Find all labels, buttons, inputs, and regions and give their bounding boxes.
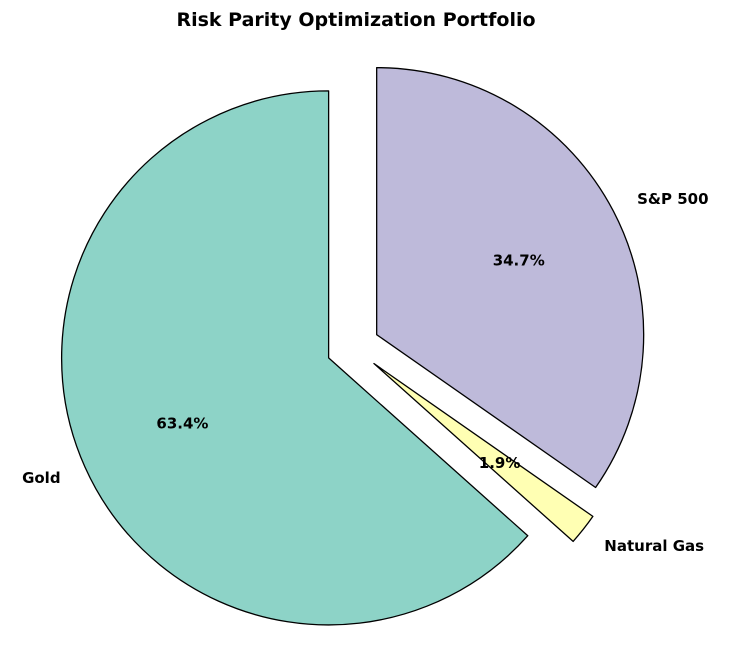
pie-slices-group [60, 67, 645, 626]
slice-label-natural-gas: Natural Gas [604, 537, 704, 555]
pie-slice-natural-gas [373, 362, 594, 543]
pct-label-natural-gas: 1.9% [479, 454, 521, 472]
chart-title: Risk Parity Optimization Portfolio [176, 9, 535, 31]
pie-slice-s-p-500 [376, 67, 645, 489]
pie-slice-gold [60, 90, 529, 626]
pct-label-s-p-500: 34.7% [493, 252, 545, 270]
pie-labels-group: 34.7% S&P 500 1.9% Natural Gas 63.4% Gold [22, 190, 708, 555]
pct-label-gold: 63.4% [156, 414, 208, 432]
slice-label-s-p-500: S&P 500 [637, 190, 708, 208]
slice-label-gold: Gold [22, 469, 61, 487]
